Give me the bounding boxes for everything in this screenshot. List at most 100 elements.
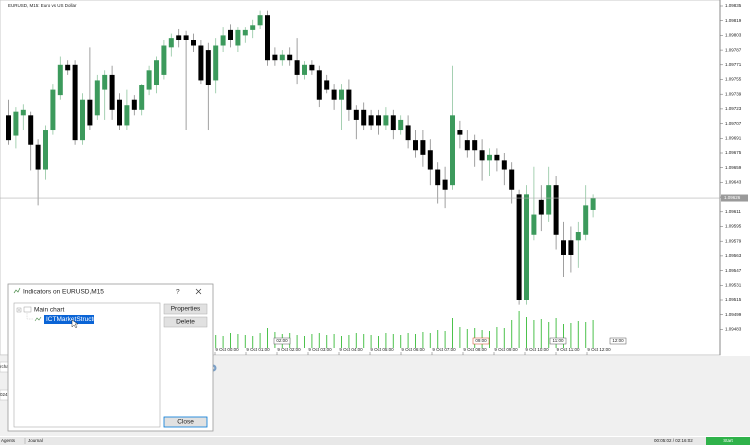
time-marker-box <box>273 337 291 345</box>
candle-body <box>361 109 367 126</box>
candle-body <box>531 214 537 235</box>
candle-body <box>524 194 529 300</box>
candle-body <box>309 64 315 71</box>
time-label: 9 Oct 11:00 <box>557 347 580 352</box>
chart-icon <box>23 306 32 313</box>
time-marker: 02:00 <box>276 338 288 343</box>
time-marker: 09:00 <box>475 338 487 343</box>
candle-body <box>494 154 500 161</box>
candle-body <box>35 144 41 170</box>
price-label: 1.09611 <box>725 209 741 214</box>
dialog-icon <box>13 287 21 294</box>
indicators-dialog: Indicators on EURUSD,M15 ? Main chart IC… <box>7 283 214 432</box>
time-label: 9 Oct 03:00 <box>308 347 332 352</box>
candle-body <box>109 74 115 110</box>
status-bar <box>0 437 750 445</box>
price-label: 1.09707 <box>725 121 742 126</box>
price-label: 1.09531 <box>725 282 742 287</box>
candle-body <box>487 154 492 161</box>
candle-body <box>272 54 278 61</box>
start-label[interactable]: Start <box>723 438 733 443</box>
time-label: 9 Oct 07:00 <box>432 347 456 352</box>
candle-body <box>442 179 448 190</box>
candle-body <box>213 45 219 81</box>
candle-body <box>117 99 122 126</box>
candle-body <box>590 198 596 210</box>
candle-body <box>250 25 256 30</box>
candle-body <box>457 130 463 135</box>
time-label: 9 Oct 08:00 <box>463 347 487 352</box>
start-button[interactable] <box>706 437 750 445</box>
dialog-title: Indicators on EURUSD,M15 <box>23 289 104 296</box>
price-label: 1.09835 <box>725 3 742 8</box>
price-label: 1.09499 <box>725 312 742 317</box>
candle-body <box>427 150 433 170</box>
candle-body <box>376 115 381 126</box>
candle-body <box>87 99 93 126</box>
candle-body <box>20 109 26 116</box>
tab[interactable]: Journal <box>28 438 43 443</box>
delete-label[interactable]: Delete <box>176 319 195 326</box>
current-price-box <box>721 194 748 202</box>
tab[interactable]: Agents <box>1 438 16 443</box>
properties-button[interactable] <box>163 303 208 315</box>
time-marker: 12:00 <box>612 338 624 343</box>
candle-body <box>80 99 85 141</box>
axes: 1.09835 1.09819 1.09803 1.09787 1.09771 1.097… <box>0 3 748 355</box>
candle-body <box>472 140 478 151</box>
candle-body <box>501 160 507 170</box>
properties-label[interactable]: Properties <box>171 306 201 313</box>
candle-body <box>279 54 285 61</box>
time-label: 9 Oct 06:00 <box>401 347 425 352</box>
candle-body <box>368 115 374 126</box>
price-label: 1.09755 <box>725 77 742 82</box>
candle-body <box>161 45 167 75</box>
help-button[interactable]: ? <box>176 289 180 296</box>
candle-body <box>324 80 330 90</box>
price-label: 1.09595 <box>725 224 742 229</box>
price-label: 1.09563 <box>725 253 742 258</box>
time-label: 9 Oct 01:00 <box>246 347 270 352</box>
price-label: 1.09803 <box>725 33 742 38</box>
time-marker-box <box>609 337 627 345</box>
candle-body <box>65 64 71 71</box>
candle-body <box>575 232 581 241</box>
delete-button[interactable] <box>163 316 208 328</box>
candle-body <box>316 70 322 100</box>
candle-body <box>228 29 233 40</box>
candle-body <box>302 64 307 75</box>
candle-body <box>220 35 226 46</box>
candle-body <box>479 150 485 161</box>
candle-body <box>294 60 300 75</box>
price-label: 1.09675 <box>725 150 742 155</box>
candle-body <box>205 50 211 86</box>
close-icon[interactable] <box>195 288 202 295</box>
price-label: 1.09483 <box>725 327 742 332</box>
time-marker-box <box>549 337 567 345</box>
price-label: 1.09579 <box>725 238 742 243</box>
tree-root[interactable]: Main chart <box>34 307 65 314</box>
time-label: 9 Oct 05:00 <box>370 347 394 352</box>
candle-body <box>168 38 174 48</box>
time-label: 9 Oct 00:00 <box>215 347 239 352</box>
indicator-icon <box>34 316 42 322</box>
price-label: 1.09819 <box>725 18 742 23</box>
status-time: 00:05:02 / 02:16:02 <box>654 438 693 443</box>
price-label: 1.09723 <box>725 106 742 111</box>
candle-body <box>353 109 359 120</box>
candle-body <box>509 169 515 190</box>
candle-body <box>413 140 418 151</box>
candle-body <box>154 60 159 86</box>
close-button[interactable] <box>163 416 208 428</box>
time-label: 9 Oct 02:00 <box>277 347 301 352</box>
price-label: 1.09515 <box>725 297 742 302</box>
time-marker-box <box>472 337 490 345</box>
candle-body <box>102 74 108 90</box>
tree-item[interactable]: ICTMarketStructure <box>46 316 103 323</box>
candle-body <box>183 35 189 40</box>
candle-body <box>538 199 544 215</box>
price-label: 1.09739 <box>725 91 742 96</box>
candle-body <box>420 140 426 155</box>
close-label[interactable]: Close <box>177 419 194 426</box>
